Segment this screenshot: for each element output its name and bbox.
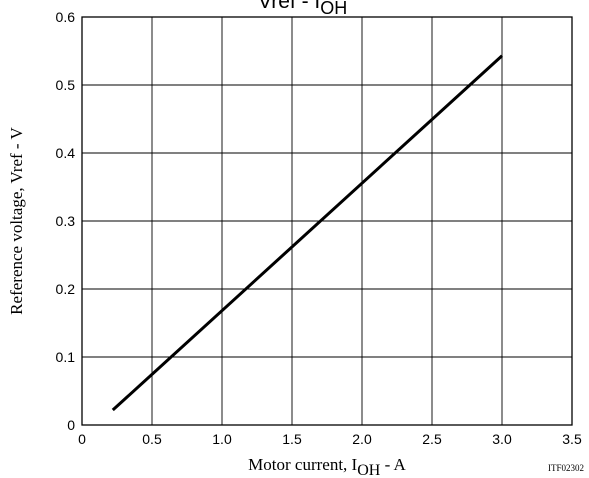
series-line-0	[111, 54, 504, 412]
x-tick-label: 2.0	[352, 431, 372, 447]
y-tick-label: 0.2	[56, 281, 76, 297]
y-tick-label: 0.6	[56, 9, 76, 25]
y-tick-label: 0.5	[56, 77, 76, 93]
svg-text:Vref - IOH: Vref - IOH	[258, 0, 347, 18]
x-tick-label: 0.5	[142, 431, 162, 447]
title-symbol: I	[314, 0, 320, 13]
chart-title: Vref - IOH	[258, 0, 347, 18]
x-tick-label: 2.5	[422, 431, 442, 447]
y-tick-label: 0	[67, 417, 75, 433]
title-subscript: OH	[320, 0, 347, 18]
x-tick-label: 1.0	[212, 431, 232, 447]
series-group	[111, 54, 504, 412]
y-tick-label: 0.1	[56, 349, 76, 365]
x-tick-label: 0	[78, 431, 86, 447]
x-tick-labels: 0 0.5 1.0 1.5 2.0 2.5 3.0 3.5	[78, 431, 582, 447]
x-tick-label: 3.0	[492, 431, 512, 447]
x-axis-label-suffix: - A	[380, 455, 406, 474]
x-axis-label: Motor current, IOH - A	[248, 455, 406, 478]
title-dash: -	[296, 0, 315, 13]
y-tick-labels: 0 0.1 0.2 0.3 0.4 0.5 0.6	[56, 9, 76, 433]
y-axis-label: Reference voltage, Vref - V	[7, 126, 26, 314]
figure-code: ITF02302	[548, 463, 584, 473]
y-tick-label: 0.3	[56, 213, 76, 229]
grid	[81, 16, 573, 426]
plot-frame	[81, 16, 573, 426]
title-main: Vref	[258, 0, 296, 13]
x-tick-label: 3.5	[562, 431, 582, 447]
x-axis-label-subscript: OH	[357, 462, 381, 478]
y-tick-label: 0.4	[56, 145, 76, 161]
x-axis-label-prefix: Motor current, I	[248, 455, 357, 474]
x-tick-label: 1.5	[282, 431, 302, 447]
